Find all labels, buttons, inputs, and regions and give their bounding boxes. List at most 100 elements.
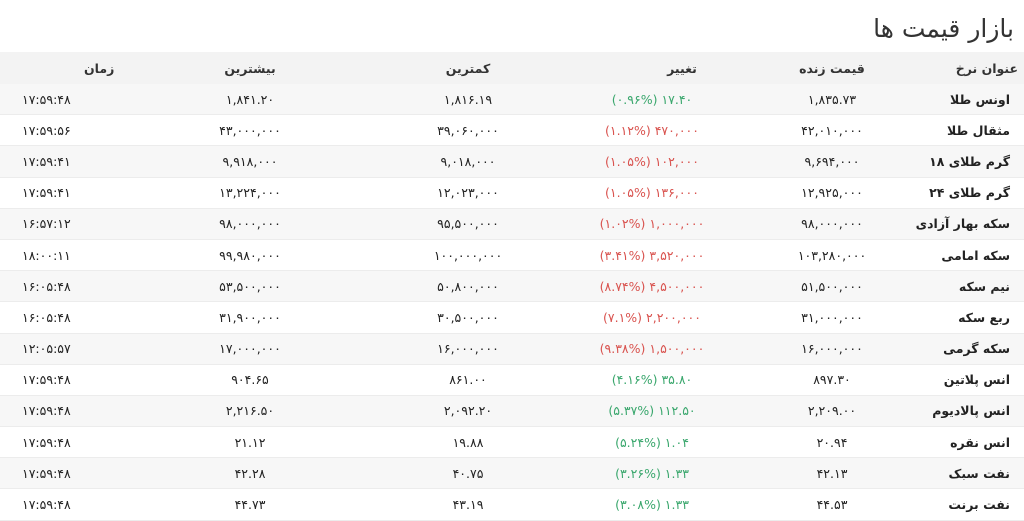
row-high: ۹۸,۰۰۰,۰۰۰: [219, 216, 281, 232]
row-time: ۱۷:۵۹:۴۸: [22, 434, 71, 450]
row-live-price: ۲,۲۰۹.۰۰: [807, 403, 857, 419]
row-time: ۱۷:۵۹:۴۸: [22, 372, 71, 388]
row-time: ۱۷:۵۹:۴۱: [22, 185, 71, 201]
row-high: ۱,۸۴۱.۲۰: [225, 91, 275, 107]
row-live-price: ۱۰۳,۲۸۰,۰۰۰: [797, 247, 867, 263]
row-live-price: ۴۴.۵۳: [816, 497, 848, 513]
row-low: ۴۳.۱۹: [452, 497, 484, 513]
table-row[interactable]: سکه گرمی ۱۶,۰۰۰,۰۰۰ (۹.۳۸%) ۱,۵۰۰,۰۰۰ ۱۶,۰۰…: [0, 333, 1024, 365]
row-high: ۹۰۴.۶۵: [231, 372, 269, 388]
row-low: ۴۰.۷۵: [452, 465, 484, 481]
row-live-price: ۱,۸۳۵.۷۳: [807, 91, 857, 107]
row-time: ۱۷:۵۹:۴۸: [22, 403, 71, 419]
table-row[interactable]: نیم سکه ۵۱,۵۰۰,۰۰۰ (۸.۷۴%) ۴,۵۰۰,۰۰۰ ۵۰,۸۰۰…: [0, 271, 1024, 303]
row-live-price: ۹۸,۰۰۰,۰۰۰: [801, 216, 863, 232]
row-high: ۴۲.۲۸: [234, 465, 266, 481]
row-live-price: ۴۲.۱۳: [816, 465, 848, 481]
table-row[interactable]: سکه بهار آزادی ۹۸,۰۰۰,۰۰۰ (۱.۰۲%) ۱,۰۰۰,۰۰…: [0, 208, 1024, 240]
table-row[interactable]: انس پالادیوم ۲,۲۰۹.۰۰ (۵.۳۷%) ۱۱۲.۵۰ ۲,۰۹۲.…: [0, 395, 1024, 428]
row-change: (۱.۱۲%) ۴۷۰,۰۰۰: [605, 122, 699, 138]
row-time: ۱۲:۰۵:۵۷: [22, 341, 71, 357]
row-change: (۵.۳۷%) ۱۱۲.۵۰: [608, 403, 696, 419]
row-time: ۱۷:۵۹:۴۸: [22, 497, 71, 513]
row-title: سکه امامی: [941, 247, 1010, 263]
header-live-price[interactable]: قیمت زنده: [799, 60, 865, 76]
row-live-price: ۴۲,۰۱۰,۰۰۰: [801, 122, 863, 138]
row-live-price: ۹,۶۹۴,۰۰۰: [804, 153, 860, 169]
row-high: ۲۱.۱۲: [234, 434, 266, 450]
row-high: ۱۷,۰۰۰,۰۰۰: [219, 341, 281, 357]
header-low[interactable]: کمترین: [445, 60, 491, 76]
row-live-price: ۲۰.۹۴: [816, 434, 848, 450]
row-change: (۸.۷۴%) ۴,۵۰۰,۰۰۰: [599, 278, 705, 294]
row-low: ۱۶,۰۰۰,۰۰۰: [437, 341, 499, 357]
row-high: ۲,۲۱۶.۵۰: [225, 403, 275, 419]
table-row[interactable]: انس پلاتین ۸۹۷.۳۰ (۴.۱۶%) ۳۵.۸۰ ۸۶۱.۰۰ ۹۰۴.۶…: [0, 365, 1024, 396]
row-live-price: ۸۹۷.۳۰: [813, 372, 851, 388]
row-change: (۷.۱%) ۲,۲۰۰,۰۰۰: [603, 309, 701, 325]
row-low: ۳۰,۵۰۰,۰۰۰: [437, 309, 499, 325]
row-low: ۱۹.۸۸: [452, 434, 484, 450]
table-row[interactable]: مثقال طلا ۴۲,۰۱۰,۰۰۰ (۱.۱۲%) ۴۷۰,۰۰۰ ۳۹,۰۶۰…: [0, 115, 1024, 147]
row-time: ۱۷:۵۹:۵۶: [22, 122, 71, 138]
price-table: عنوان نرخ قیمت زنده تغییر کمترین بیشترین…: [0, 52, 1024, 521]
row-change: (۱.۰۲%) ۱,۰۰۰,۰۰۰: [599, 216, 705, 232]
table-row[interactable]: گرم طلای ۲۴ ۱۲,۹۲۵,۰۰۰ (۱.۰۵%) ۱۳۶,۰۰۰ ۱۲,۰…: [0, 178, 1024, 209]
row-title: ربع سکه: [958, 309, 1010, 325]
table-row[interactable]: نفت سبک ۴۲.۱۳ (۳.۲۶%) ۱.۳۳ ۴۰.۷۵ ۴۲.۲۸ ۱۷:۵۹:…: [0, 458, 1024, 490]
table-row[interactable]: اونس طلا ۱,۸۳۵.۷۳ (۰.۹۶%) ۱۷.۴۰ ۱,۸۱۶.۱۹ ۱,۸…: [0, 84, 1024, 116]
row-change: (۰.۹۶%) ۱۷.۴۰: [611, 91, 693, 107]
row-time: ۱۸:۰۰:۱۱: [22, 247, 71, 263]
row-change: (۳.۰۸%) ۱.۳۳: [615, 497, 689, 513]
row-title: گرم طلای ۱۸: [929, 153, 1010, 169]
row-low: ۱۲,۰۲۳,۰۰۰: [437, 185, 499, 201]
row-high: ۴۴.۷۳: [234, 497, 266, 513]
row-low: ۹,۰۱۸,۰۰۰: [440, 153, 496, 169]
row-low: ۳۹,۰۶۰,۰۰۰: [437, 122, 499, 138]
row-title: سکه گرمی: [943, 341, 1010, 357]
row-high: ۴۳,۰۰۰,۰۰۰: [219, 122, 281, 138]
row-live-price: ۱۲,۹۲۵,۰۰۰: [801, 185, 863, 201]
row-title: سکه بهار آزادی: [915, 216, 1010, 232]
page-title: بازار قیمت ها: [873, 14, 1014, 43]
row-low: ۲,۰۹۲.۲۰: [443, 403, 493, 419]
row-change: (۵.۲۴%) ۱.۰۴: [615, 434, 689, 450]
header-high[interactable]: بیشترین: [224, 60, 276, 76]
row-live-price: ۱۶,۰۰۰,۰۰۰: [801, 341, 863, 357]
row-time: ۱۷:۵۹:۴۸: [22, 465, 71, 481]
table-row[interactable]: ربع سکه ۳۱,۰۰۰,۰۰۰ (۷.۱%) ۲,۲۰۰,۰۰۰ ۳۰,۵۰۰,…: [0, 302, 1024, 334]
row-change: (۳.۴۱%) ۳,۵۲۰,۰۰۰: [599, 247, 705, 263]
header-title[interactable]: عنوان نرخ: [955, 60, 1018, 76]
row-change: (۳.۲۶%) ۱.۳۳: [615, 465, 689, 481]
row-time: ۱۶:۰۵:۴۸: [22, 309, 71, 325]
header-time[interactable]: زمان: [84, 60, 115, 76]
row-title: انس نقره: [950, 434, 1010, 450]
row-high: ۵۳,۵۰۰,۰۰۰: [219, 278, 281, 294]
row-low: ۸۶۱.۰۰: [449, 372, 487, 388]
row-high: ۱۳,۲۲۴,۰۰۰: [219, 185, 281, 201]
row-time: ۱۷:۵۹:۴۸: [22, 91, 71, 107]
table-row[interactable]: انس نقره ۲۰.۹۴ (۵.۲۴%) ۱.۰۴ ۱۹.۸۸ ۲۱.۱۲ ۱۷:۵۹…: [0, 427, 1024, 459]
row-title: گرم طلای ۲۴: [929, 185, 1010, 201]
table-row[interactable]: سکه امامی ۱۰۳,۲۸۰,۰۰۰ (۳.۴۱%) ۳,۵۲۰,۰۰۰ ۱۰۰…: [0, 240, 1024, 272]
row-title: نفت برنت: [948, 497, 1010, 513]
row-high: ۹,۹۱۸,۰۰۰: [222, 153, 278, 169]
row-title: مثقال طلا: [947, 122, 1010, 138]
row-title: نفت سبک: [948, 465, 1010, 481]
table-row[interactable]: گرم طلای ۱۸ ۹,۶۹۴,۰۰۰ (۱.۰۵%) ۱۰۲,۰۰۰ ۹,۰۱۸…: [0, 146, 1024, 178]
row-title: انس پلاتین: [943, 372, 1010, 388]
row-low: ۱,۸۱۶.۱۹: [443, 91, 493, 107]
row-title: نیم سکه: [958, 278, 1010, 294]
row-live-price: ۳۱,۰۰۰,۰۰۰: [801, 309, 863, 325]
row-time: ۱۷:۵۹:۴۱: [22, 153, 71, 169]
table-body: اونس طلا ۱,۸۳۵.۷۳ (۰.۹۶%) ۱۷.۴۰ ۱,۸۱۶.۱۹ ۱,۸…: [0, 84, 1024, 521]
row-change: (۱.۰۵%) ۱۰۲,۰۰۰: [605, 153, 699, 169]
row-change: (۴.۱۶%) ۳۵.۸۰: [611, 372, 693, 388]
row-live-price: ۵۱,۵۰۰,۰۰۰: [801, 278, 863, 294]
header-change[interactable]: تغییر: [667, 60, 697, 76]
table-header: عنوان نرخ قیمت زنده تغییر کمترین بیشترین…: [0, 52, 1024, 84]
row-time: ۱۶:۰۵:۴۸: [22, 278, 71, 294]
row-low: ۵۰,۸۰۰,۰۰۰: [437, 278, 499, 294]
row-title: انس پالادیوم: [932, 403, 1010, 419]
row-low: ۱۰۰,۰۰۰,۰۰۰: [433, 247, 503, 263]
